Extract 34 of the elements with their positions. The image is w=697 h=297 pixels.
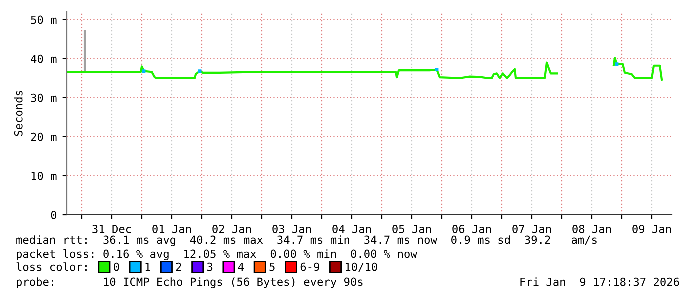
legend-label: 1 (146, 262, 150, 272)
y-tick-label: 30 m (31, 94, 57, 102)
x-tick-label: 04 Jan (332, 224, 372, 234)
legend-title: loss color: (16, 262, 87, 272)
text: Fri Jan 9 17:18:37 2026 (520, 278, 680, 286)
legend-label: 3 (207, 262, 213, 272)
text: median rtt: 36.1 ms avg 40.2 ms max 34.7 ms min 34.7 ms now 0.9 ms sd 39.2 am/s (16, 236, 597, 246)
x-tick-label: 09 Jan (632, 224, 672, 234)
point (435, 68, 439, 72)
text: probe: 10 ICMP Echo Pings (56 Bytes) every 90s (17, 278, 363, 288)
legend-label: 5 (270, 262, 275, 272)
x-tick-label: 08 Jan (572, 224, 612, 234)
point (142, 70, 146, 74)
text: packet loss: 0.16 % avg 12.05 % max 0.00 % min 0.00 % now (17, 250, 418, 260)
x-tick-label: 05 Jan (392, 224, 432, 234)
x-tick-label: 03 Jan (272, 224, 312, 234)
x-tick-label: 31 Dec (92, 224, 132, 234)
x-tick-label: 02 Jan (212, 224, 252, 234)
y-tick-label: 0 (51, 211, 57, 220)
y-tick-label: 40 m (31, 54, 57, 64)
legend-label: 2 (176, 262, 182, 272)
legend-label: 6-9 (300, 262, 320, 272)
x-tick-label: 06 Jan (452, 224, 492, 234)
point (615, 62, 619, 66)
y-tick-label: 20 m (31, 132, 57, 142)
x-tick-label: 01 Jan (152, 224, 192, 234)
x-tick-label: 07 Jan (512, 224, 552, 234)
y-axis-title: Seconds (14, 91, 23, 136)
y-tick-label: 10 m (32, 172, 57, 180)
legend-label: 0 (114, 262, 120, 272)
legend-label: 4 (238, 262, 244, 272)
point (198, 70, 202, 74)
y-tick-label: 50 m (31, 16, 57, 24)
legend-label: 10/10 (346, 262, 378, 272)
